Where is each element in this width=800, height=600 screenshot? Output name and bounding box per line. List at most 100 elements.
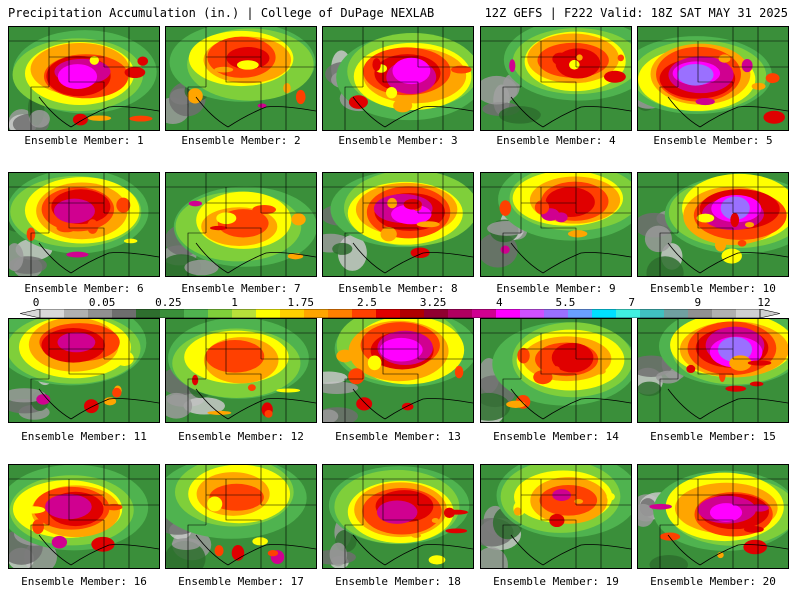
- colorbar-swatch: [40, 309, 65, 318]
- colorbar-tick-label: 0: [32, 296, 40, 309]
- colorbar-swatch: [496, 309, 521, 318]
- precip-cell: [765, 73, 780, 84]
- precip-cell: [549, 513, 565, 528]
- colorbar-swatch: [544, 309, 569, 318]
- precip-cell: [617, 54, 625, 62]
- panel-label: Ensemble Member: 9: [496, 282, 616, 295]
- precip-cell: [499, 200, 512, 216]
- colorbar-swatch: [112, 309, 137, 318]
- ensemble-map-panel: [322, 26, 474, 131]
- precip-cell: [741, 58, 753, 73]
- colorbar-tick-label: 1.75: [287, 296, 314, 309]
- precip-cell: [367, 355, 382, 371]
- precip-field: [323, 319, 473, 422]
- precip-cell: [393, 98, 413, 113]
- precip-cell: [454, 365, 464, 379]
- panel-label: Ensemble Member: 7: [181, 282, 301, 295]
- precip-cell: [552, 52, 569, 66]
- state-border: [344, 232, 363, 276]
- coastline: [38, 96, 159, 128]
- precip-field: [166, 27, 316, 130]
- panel-label: Ensemble Member: 16: [21, 575, 147, 588]
- precip-cell: [517, 347, 530, 364]
- ensemble-map-panel: [8, 172, 160, 277]
- precip-cell: [56, 223, 77, 233]
- precip-cell: [207, 496, 223, 512]
- precip-cell: [372, 58, 381, 72]
- precip-cell: [416, 221, 440, 228]
- coastline: [510, 242, 631, 274]
- precip-cell: [569, 59, 580, 70]
- precip-contour: [53, 198, 95, 224]
- precip-cell: [276, 388, 301, 393]
- state-border: [225, 333, 262, 422]
- colorbar-swatch: [448, 309, 473, 318]
- colorbar-tick-label: 2.5: [356, 296, 377, 309]
- precip-cell: [534, 200, 550, 215]
- panel-label: Ensemble Member: 15: [650, 430, 776, 443]
- state-border: [225, 479, 262, 568]
- precip-cell: [187, 88, 203, 104]
- state-border: [30, 232, 49, 276]
- precip-field: [166, 319, 316, 422]
- colorbar-swatch: [256, 309, 281, 318]
- coastline: [195, 242, 316, 274]
- colorbar-swatch: [160, 309, 185, 318]
- state-border: [540, 479, 577, 568]
- state-border: [187, 524, 206, 568]
- panel-label: Ensemble Member: 18: [335, 575, 461, 588]
- panel-label: Ensemble Member: 11: [21, 430, 147, 443]
- coastline: [352, 388, 473, 420]
- dry-area: [323, 409, 339, 422]
- precip-cell: [500, 245, 510, 254]
- precip-cell: [66, 251, 89, 258]
- precip-cell: [264, 410, 273, 418]
- coastline: [195, 534, 316, 566]
- colorbar-swatch: [592, 309, 617, 318]
- precip-cell: [744, 222, 755, 228]
- precip-cell: [509, 59, 516, 73]
- precip-cell: [574, 499, 584, 504]
- dry-area: [638, 381, 662, 397]
- colorbar-swatch: [328, 309, 353, 318]
- panel-label: Ensemble Member: 19: [493, 575, 619, 588]
- precip-cell: [743, 539, 767, 555]
- precip-cell: [115, 350, 134, 366]
- colorbar-tick-label: 0.05: [88, 296, 116, 309]
- state-border: [68, 41, 105, 130]
- dry-area: [332, 242, 353, 255]
- precip-contour: [226, 47, 270, 70]
- precip-cell: [428, 555, 446, 565]
- header-title: Precipitation Accumulation (in.) | Colle…: [8, 6, 435, 20]
- colorbar-swatch: [376, 309, 401, 318]
- state-border: [68, 479, 105, 568]
- panel-label: Ensemble Member: 8: [338, 282, 458, 295]
- precip-cell: [730, 212, 740, 228]
- precip-cell: [103, 397, 117, 406]
- precip-field: [481, 27, 631, 130]
- precip-contour: [376, 500, 418, 524]
- colorbar-swatch: [568, 309, 593, 318]
- coastline: [667, 534, 788, 566]
- colorbar-tick-label: 4: [495, 296, 503, 309]
- precip-cell: [214, 545, 224, 557]
- precip-field: [638, 465, 788, 568]
- precip-field: [9, 465, 159, 568]
- state-border: [697, 41, 734, 130]
- precip-cell: [116, 197, 131, 213]
- state-border: [225, 187, 262, 276]
- precip-cell: [714, 238, 726, 252]
- state-border: [30, 86, 49, 130]
- precip-contour: [720, 196, 750, 220]
- precip-cell: [696, 213, 715, 223]
- colorbar-tick-label: 3.25: [419, 296, 447, 309]
- precip-cell: [105, 503, 123, 511]
- precip-contour: [392, 57, 431, 85]
- panel-label: Ensemble Member: 1: [24, 134, 144, 147]
- precip-cell: [445, 528, 468, 534]
- precip-contour: [209, 483, 264, 511]
- dry-area: [649, 554, 688, 568]
- colorbar-swatch: [304, 309, 329, 318]
- precip-field: [638, 319, 788, 422]
- ensemble-map-panel: [637, 318, 789, 423]
